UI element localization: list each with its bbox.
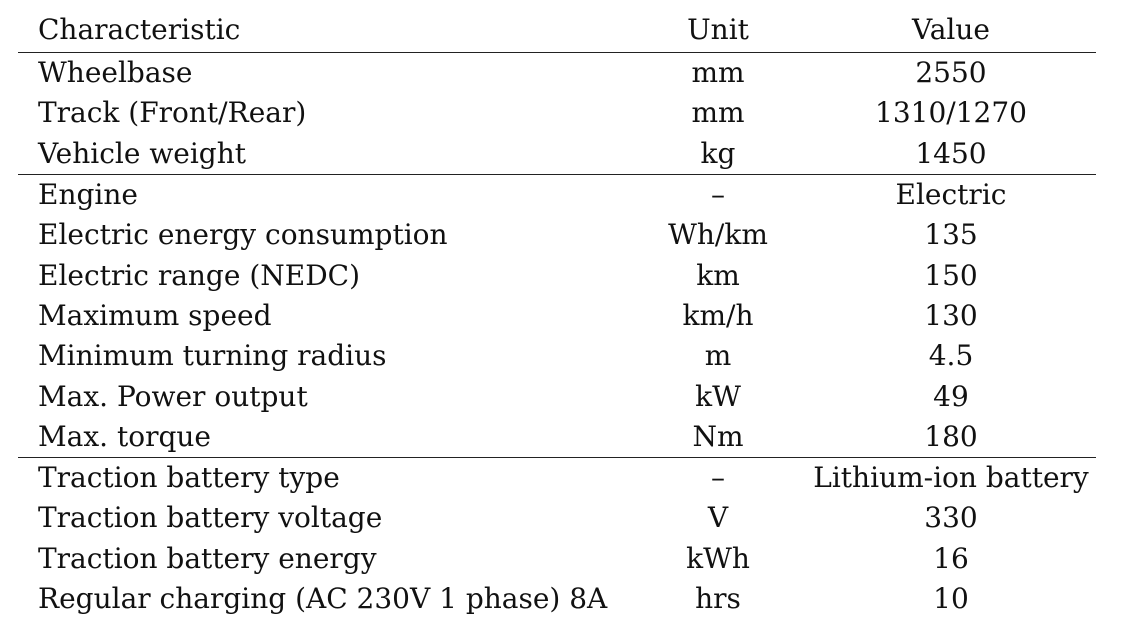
table-header: Characteristic Unit Value [18,8,1096,53]
cell-unit: mm [691,96,745,130]
vehicle-spec-table: Characteristic Unit Value Wheelbase mm 2… [18,8,1096,619]
cell-characteristic: Track (Front/Rear) [38,96,307,130]
cell-value: 10 [933,582,969,615]
cell-value: 1310/1270 [875,96,1027,130]
cell-unit: hrs [695,582,741,615]
cell-unit: kW [695,379,741,413]
cell-value: 180 [806,416,1096,458]
table-row: Max. Power output kW 49 [18,376,1096,416]
table-row: Max. torque Nm 180 [18,416,1096,458]
cell-unit: – [711,178,725,212]
cell-characteristic: Traction battery voltage [38,501,383,535]
table-row: Minimum turning radius m 4.5 [18,336,1096,376]
cell-characteristic: Electric range (NEDC) [38,258,360,292]
cell-unit: V [707,501,729,535]
cell-unit: Nm [630,416,806,458]
table-row: Traction battery energy kWh 16 [18,539,1096,579]
table-row: Vehicle weight kg 1450 [18,133,1096,175]
cell-characteristic: Traction battery type [38,461,340,495]
cell-unit: km [696,258,740,292]
cell-characteristic: Max. Power output [38,379,308,413]
table-row: Traction battery type – Lithium-ion batt… [18,457,1096,498]
cell-characteristic: Electric energy consumption [38,218,448,252]
cell-characteristic: Traction battery energy [38,541,377,575]
cell-value: 130 [924,298,978,332]
cell-value: 2550 [915,56,987,90]
cell-value: Electric [895,178,1007,212]
table-row: Regular charging (AC 230V 1 phase) 8A hr… [18,579,1096,619]
header-characteristic: Characteristic [18,8,630,53]
header-row: Characteristic Unit Value [18,8,1096,53]
cell-value: Lithium-ion battery [813,461,1089,495]
cell-unit: kWh [686,541,750,575]
cell-unit: km/h [682,298,754,332]
cell-characteristic: Max. torque [18,416,630,458]
table-body: Wheelbase mm 2550 Track (Front/Rear) mm … [18,53,1096,620]
cell-characteristic: Regular charging (AC 230V 1 phase) 8A [38,582,608,615]
table-row: Maximum speed km/h 130 [18,296,1096,336]
header-value: Value [806,8,1096,53]
cell-characteristic: Vehicle weight [18,133,630,175]
cell-unit: kg [630,133,806,175]
cell-characteristic: Minimum turning radius [38,339,387,373]
cell-value: 16 [933,541,969,575]
cell-characteristic: Engine [38,178,138,212]
table-row: Traction battery voltage V 330 [18,498,1096,538]
cell-value: 330 [924,501,978,535]
cell-value: 49 [933,379,969,413]
table-row: Wheelbase mm 2550 [18,53,1096,94]
cell-value: 4.5 [928,339,974,373]
table-row: Engine – Electric [18,174,1096,215]
table-row: Electric energy consumption Wh/km 135 [18,215,1096,255]
cell-value: 1450 [806,133,1096,175]
cell-unit: – [711,461,725,495]
cell-unit: Wh/km [668,218,768,252]
table-row: Track (Front/Rear) mm 1310/1270 [18,93,1096,133]
cell-characteristic: Maximum speed [38,298,272,332]
header-unit: Unit [630,8,806,53]
cell-unit: mm [691,56,745,90]
cell-value: 135 [924,218,978,252]
table-row: Electric range (NEDC) km 150 [18,255,1096,295]
cell-value: 150 [924,258,978,292]
cell-unit: m [704,339,732,373]
cell-characteristic: Wheelbase [38,56,193,90]
